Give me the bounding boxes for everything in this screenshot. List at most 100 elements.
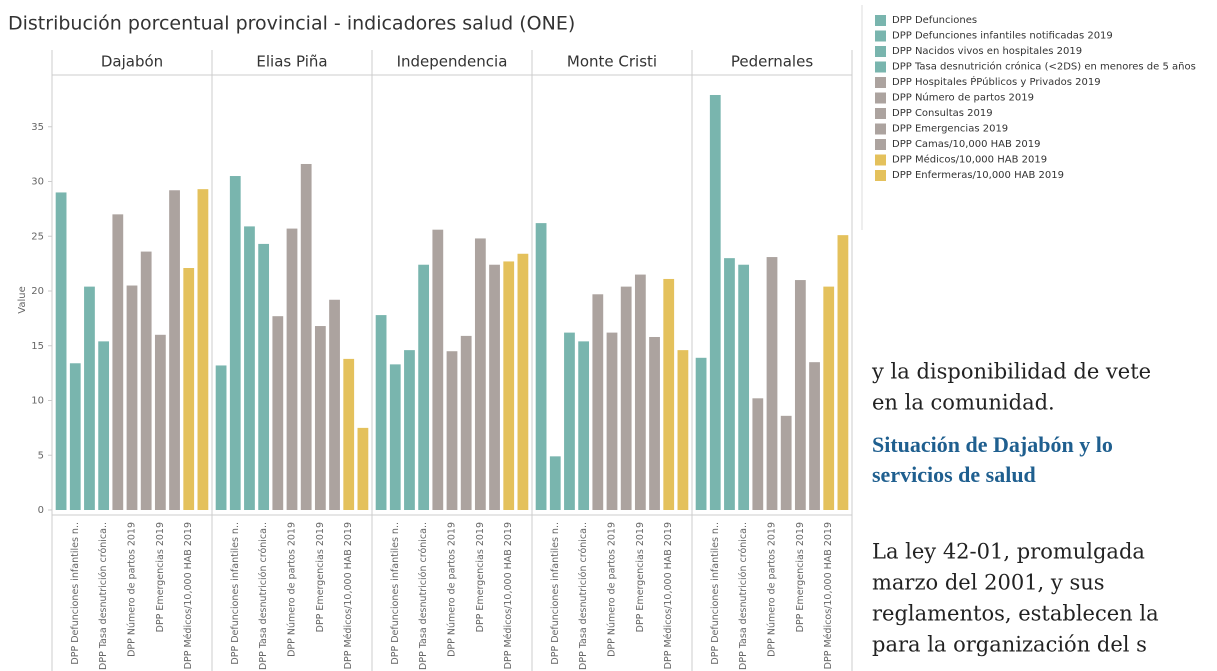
x-tick-label: DPP Tasa desnutrición crónica..	[578, 522, 589, 670]
bar	[549, 456, 561, 510]
legend-label: DPP Emergencias 2019	[892, 124, 1008, 135]
chart-title: Distribución porcentual provincial - ind…	[8, 13, 575, 35]
bar	[677, 350, 689, 510]
bar	[98, 341, 110, 510]
doc-paragraph: marzo del 2001, y sus	[872, 571, 1105, 595]
bar	[663, 278, 675, 510]
bar	[503, 261, 515, 510]
x-tick-label: DPP Tasa desnutrición crónica..	[258, 522, 269, 670]
bar	[183, 268, 195, 510]
x-tick-label: DPP Emergencias 2019	[795, 522, 806, 632]
x-tick-label: DPP Emergencias 2019	[475, 522, 486, 632]
bar	[564, 332, 575, 510]
bar	[606, 332, 618, 510]
bar	[794, 280, 806, 510]
bar	[738, 264, 750, 510]
legend-label: DPP Defunciones	[892, 15, 977, 26]
bar	[229, 176, 241, 510]
bar	[55, 192, 67, 510]
y-tick-label: 0	[38, 505, 44, 516]
x-tick-label: DPP Médicos/10,000 HAB 2019	[663, 522, 674, 669]
bar	[460, 335, 472, 510]
legend-swatch	[875, 77, 886, 88]
x-tick-label: DPP Tasa desnutrición crónica..	[418, 522, 429, 670]
bar	[474, 238, 486, 510]
bar	[649, 336, 660, 510]
bar	[169, 190, 180, 510]
bar	[69, 363, 81, 510]
legend-swatch	[875, 92, 886, 104]
bar	[752, 398, 764, 510]
legend-label: DPP Defunciones infantiles notificadas 2…	[892, 31, 1113, 42]
y-tick-label: 15	[31, 341, 44, 352]
bar	[126, 285, 138, 510]
bar	[535, 223, 547, 511]
legend-label: DPP Médicos/10,000 HAB 2019	[892, 154, 1047, 166]
y-tick-label: 5	[38, 450, 44, 461]
facet-header: Elias Piña	[256, 53, 327, 71]
bar	[695, 357, 707, 510]
y-axis-label: Value	[17, 286, 28, 313]
x-tick-label: DPP Defunciones infantiles n..	[70, 522, 81, 665]
x-tick-label: DPP Defunciones infantiles n..	[230, 522, 241, 665]
bar	[446, 351, 458, 510]
x-tick-label: DPP Médicos/10,000 HAB 2019	[503, 522, 514, 669]
doc-line: en la comunidad.	[872, 391, 1055, 415]
bar	[780, 415, 792, 510]
x-tick-label: DPP Número de partos 2019	[287, 522, 298, 657]
bar	[592, 294, 604, 510]
bar	[823, 286, 835, 510]
doc-line: y la disponibilidad de vete	[871, 360, 1151, 384]
legend-label: DPP Tasa desnutrición crónica (<2DS) en …	[892, 61, 1196, 73]
bar	[766, 257, 778, 510]
x-tick-label: DPP Médicos/10,000 HAB 2019	[343, 522, 354, 669]
y-tick-label: 30	[31, 177, 44, 188]
bar	[343, 358, 355, 510]
bar	[286, 228, 298, 510]
x-tick-label: DPP Defunciones infantiles n..	[550, 522, 561, 665]
x-tick-label: DPP Defunciones infantiles n..	[390, 522, 401, 665]
y-tick-label: 35	[31, 122, 44, 133]
bar	[389, 364, 401, 510]
x-tick-label: DPP Emergencias 2019	[315, 522, 326, 632]
bar	[809, 362, 820, 510]
bar	[258, 243, 270, 511]
bar	[300, 163, 312, 511]
bar	[314, 326, 326, 510]
legend-label: DPP Hospitales ṔPúblicos y Privados 2019	[892, 75, 1101, 88]
x-tick-label: DPP Defunciones infantiles n..	[710, 522, 721, 665]
bar	[517, 253, 529, 510]
legend-swatch	[875, 46, 886, 57]
x-tick-label: DPP Número de partos 2019	[607, 522, 618, 657]
doc-heading: servicios de salud	[872, 462, 1036, 487]
bar	[84, 286, 95, 510]
x-tick-label: DPP Médicos/10,000 HAB 2019	[823, 522, 834, 669]
y-tick-label: 20	[31, 286, 44, 297]
bar	[112, 214, 124, 510]
doc-heading: Situación de Dajabón y lo	[872, 432, 1113, 457]
facet-header: Independencia	[397, 53, 508, 71]
x-tick-label: DPP Emergencias 2019	[635, 522, 646, 632]
doc-paragraph: La ley 42-01, promulgada	[872, 540, 1145, 564]
x-tick-label: DPP Médicos/10,000 HAB 2019	[183, 522, 194, 669]
bar	[197, 189, 209, 511]
bar	[724, 258, 735, 510]
y-tick-label: 10	[31, 396, 44, 407]
facet-header: Dajabón	[101, 53, 163, 71]
bar	[709, 94, 721, 511]
legend-swatch	[875, 154, 886, 166]
bar	[418, 264, 430, 510]
bar	[837, 235, 849, 510]
legend-label: DPP Nacidos vivos en hospitales 2019	[892, 46, 1082, 57]
legend-swatch	[875, 30, 886, 42]
doc-paragraph: para la organización del s	[872, 633, 1147, 657]
bar	[404, 350, 415, 510]
legend-swatch	[875, 15, 886, 26]
bar	[634, 274, 646, 510]
bar	[140, 251, 152, 510]
bar	[154, 334, 166, 510]
y-tick-label: 25	[31, 231, 44, 242]
legend-swatch	[875, 61, 886, 73]
bar	[620, 286, 632, 510]
